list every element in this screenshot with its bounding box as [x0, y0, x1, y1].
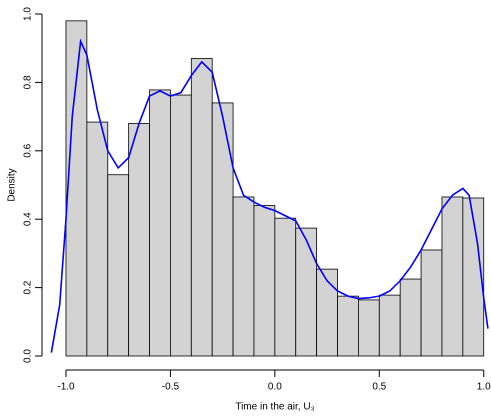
histogram-bar	[420, 249, 443, 357]
y-tick-label: 1.0	[23, 7, 34, 21]
x-tick-label: 0.5	[372, 382, 386, 393]
x-tick-label: 0.0	[268, 382, 282, 393]
histogram-bar	[358, 299, 380, 357]
x-axis-label: Time in the air, U₃	[235, 402, 314, 413]
y-tick-label: 0.6	[23, 143, 34, 157]
histogram-bar	[170, 94, 192, 357]
histogram-bar	[107, 174, 130, 357]
y-tick-label: 0.8	[23, 75, 34, 89]
histogram-bar	[211, 102, 234, 357]
x-tick-label: -0.5	[162, 382, 180, 393]
x-tick-label: -1.0	[57, 382, 75, 393]
density-curve	[50, 38, 489, 353]
y-tick-label: 0.4	[23, 212, 34, 226]
histogram-bar	[295, 227, 318, 357]
histogram-bar	[441, 196, 464, 357]
histogram-bar	[399, 278, 422, 357]
y-axis-label: Density	[7, 168, 18, 201]
x-tick-label: 1.0	[477, 382, 491, 393]
histogram-bar	[316, 268, 338, 357]
histogram-bar	[253, 205, 276, 357]
y-tick-label: 0.2	[23, 280, 34, 294]
y-tick-label: 0.0	[23, 349, 34, 363]
histogram-bar	[190, 58, 213, 357]
histogram-bar	[274, 217, 297, 357]
histogram-bar	[65, 20, 88, 357]
histogram-bar	[462, 197, 485, 357]
histogram-bar	[86, 121, 109, 357]
histogram-bar	[232, 196, 255, 357]
histogram-bar	[337, 295, 359, 357]
histogram-bar	[128, 123, 150, 357]
histogram-bar	[149, 89, 171, 357]
histogram-bar	[378, 294, 401, 357]
